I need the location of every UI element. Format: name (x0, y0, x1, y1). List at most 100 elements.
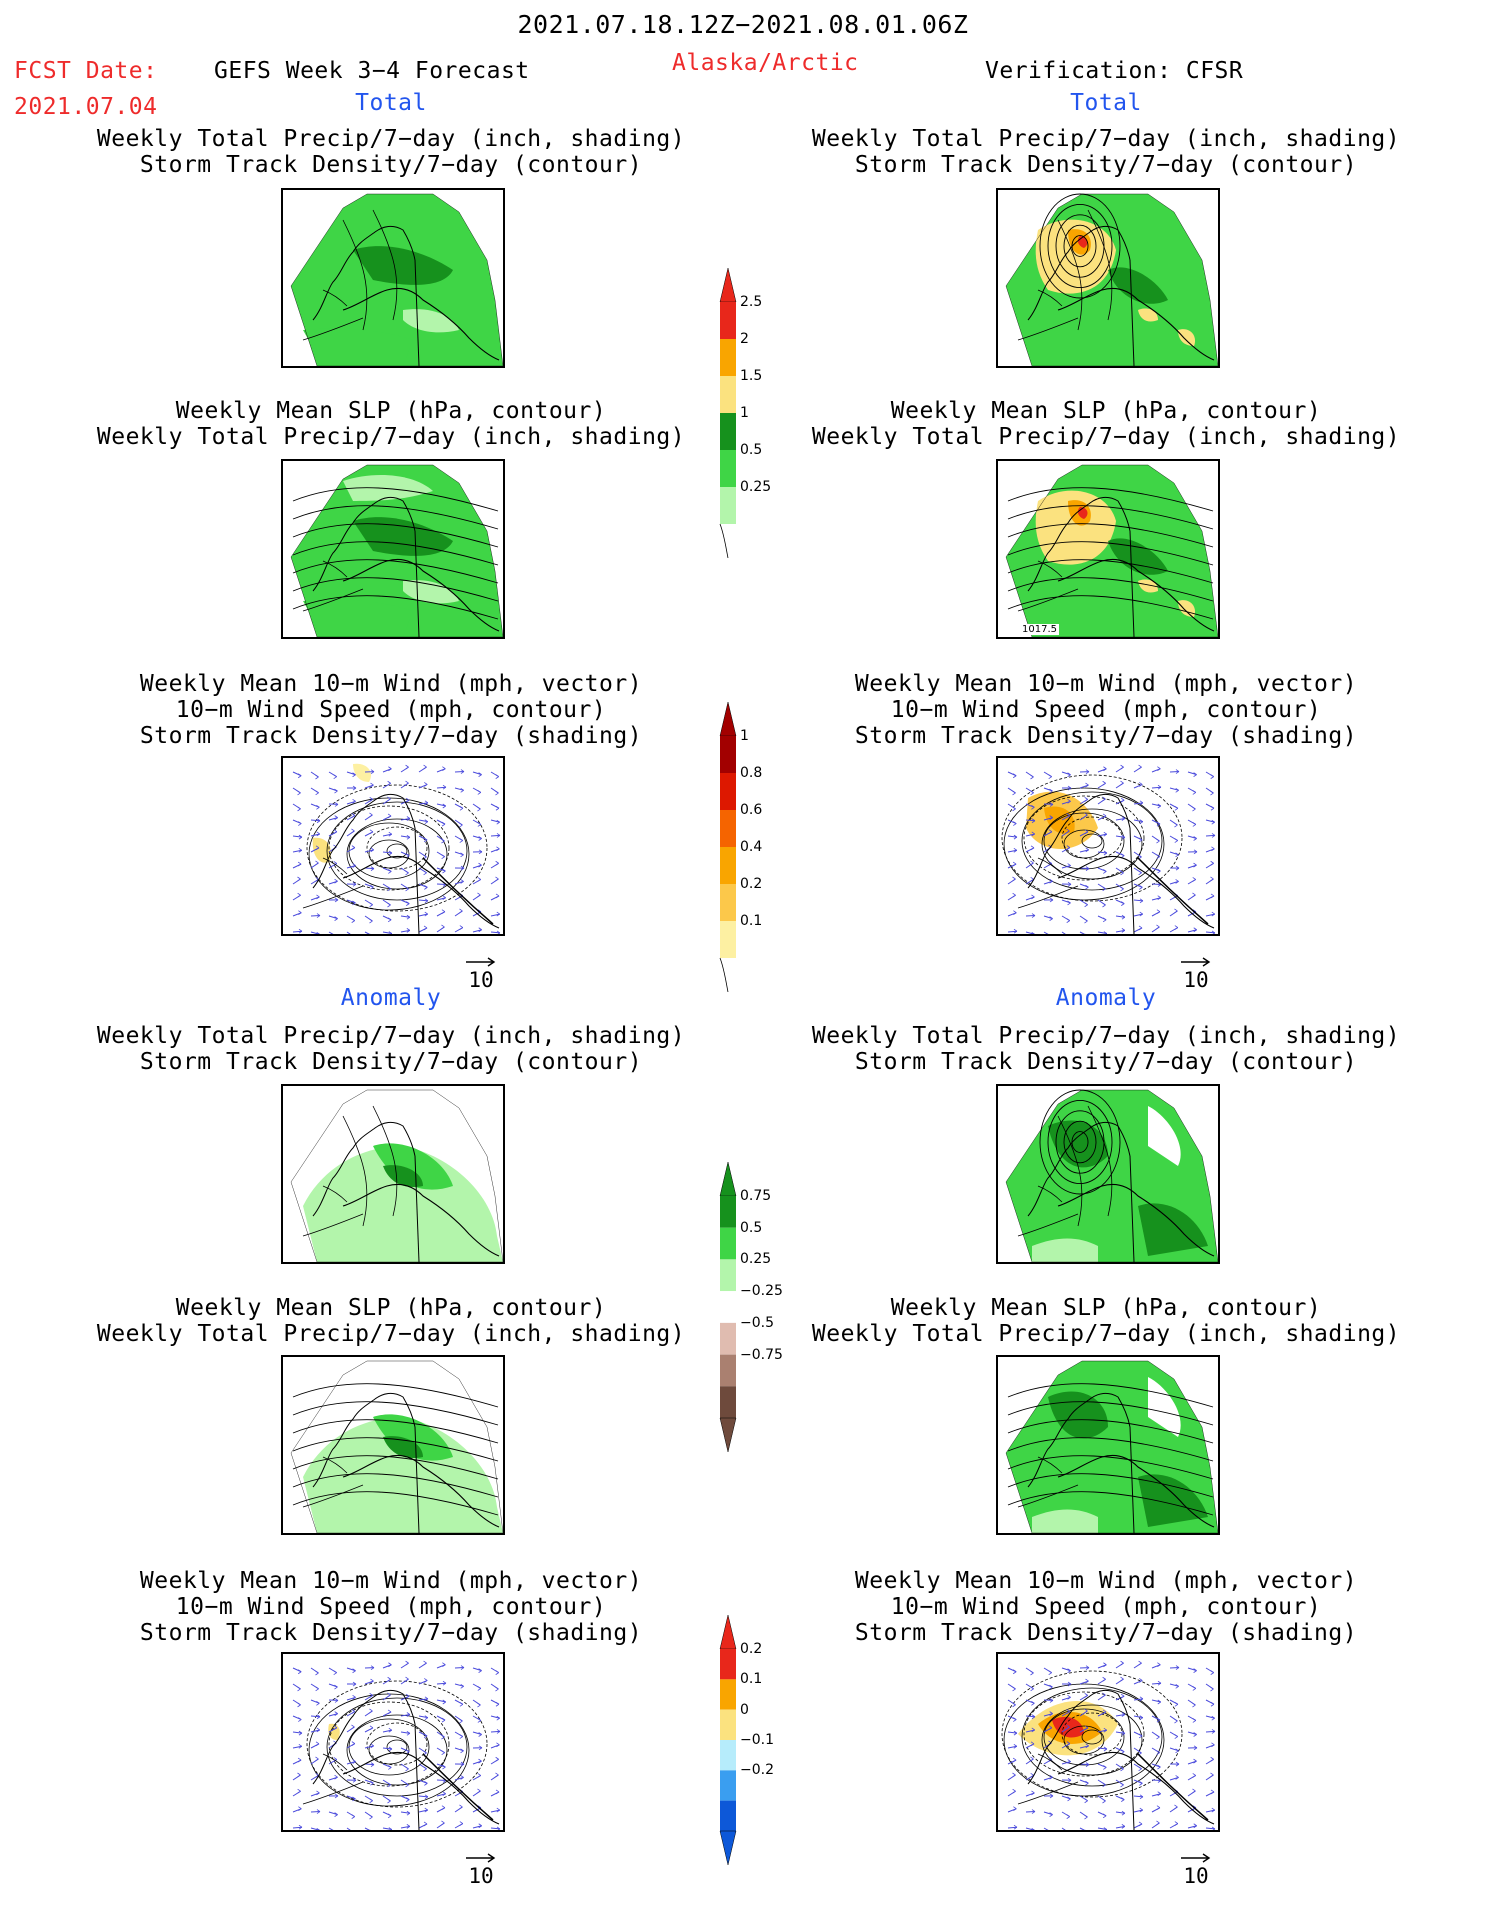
panel-title-r4-left-line2: Storm Track Density/7−day (contour) (139, 1049, 643, 1075)
valid-period: 2021.07.18.12Z−2021.08.01.06Z (517, 10, 969, 39)
panel-title-r3-left-line1: Weekly Mean 10−m Wind (mph, vector) (139, 671, 643, 697)
verification-title: Verification: CFSR (985, 58, 1244, 84)
map-graphic (290, 1089, 503, 1262)
fcst-date: 2021.07.04 (14, 94, 158, 120)
region-title: Alaska/Arctic (672, 50, 859, 76)
panel-title-r2-left-line1: Weekly Mean SLP (hPa, contour) (175, 398, 607, 424)
panel-title-r5-right-line2: Weekly Total Precip/7−day (inch, shading… (811, 1321, 1401, 1347)
cb-precip-total-label-5: 0.25 (740, 479, 772, 495)
slp-contour-label: 1017.5 (1020, 624, 1059, 635)
panel-title-r5-left-line2: Weekly Total Precip/7−day (inch, shading… (96, 1321, 686, 1347)
panel-title-r5-left-line1: Weekly Mean SLP (hPa, contour) (175, 1295, 607, 1321)
fcst-date-label: FCST Date: (14, 58, 158, 84)
panel-title-r1-left-line1: Weekly Total Precip/7−day (inch, shading… (96, 126, 686, 152)
cb-track-anom-label-0: 0.2 (740, 1641, 763, 1657)
cb-track-anom-label-3: −0.1 (740, 1732, 774, 1748)
colorbar-graphic (719, 1615, 737, 1865)
colorbar-graphic (719, 702, 737, 992)
reference-arrow-icon (1181, 1853, 1211, 1863)
cb-track-total-label-5: 0.1 (740, 913, 763, 929)
cb-precip-total-label-3: 1 (740, 405, 749, 421)
colorbar-graphic (719, 1162, 737, 1452)
vector-reference-r6-right: 10 (1176, 1851, 1216, 1895)
cb-precip-total-label-1: 2 (740, 331, 749, 347)
map-panel-r1-left (281, 188, 505, 368)
map-panel-r6-left (281, 1652, 505, 1832)
cb-precip-total-label-0: 2.5 (740, 294, 763, 310)
product-title: GEFS Week 3−4 Forecast (214, 58, 530, 84)
panel-title-r5-right-line1: Weekly Mean SLP (hPa, contour) (890, 1295, 1322, 1321)
map-panel-r2-right: 1017.5 (996, 459, 1220, 639)
panel-title-r2-right-line1: Weekly Mean SLP (hPa, contour) (890, 398, 1322, 424)
cb-precip-anom-label-2: 0.25 (740, 1251, 772, 1268)
panel-title-r6-left-line1: Weekly Mean 10−m Wind (mph, vector) (139, 1568, 643, 1594)
map-graphic (290, 193, 503, 366)
map-panel-r4-left (281, 1084, 505, 1264)
colorbar-graphic (719, 268, 737, 558)
cb-precip-anom-label-1: 0.5 (740, 1219, 763, 1236)
panel-title-r4-right-line1: Weekly Total Precip/7−day (inch, shading… (811, 1023, 1401, 1049)
colorbar-precip-anom: 0.75 0.5 0.25 −0.25 −0.5 −0.75 (718, 1162, 808, 1452)
vector-reference-label: 10 (1183, 968, 1209, 992)
panel-title-r1-left-line2: Storm Track Density/7−day (contour) (139, 152, 643, 178)
section-anomaly-right: Anomaly (1055, 985, 1157, 1011)
panel-title-r4-right-line2: Storm Track Density/7−day (contour) (854, 1049, 1358, 1075)
panel-title-r3-left-line3: Storm Track Density/7−day (shading) (139, 723, 643, 749)
map-graphic (1005, 193, 1218, 366)
reference-arrow-icon (466, 957, 496, 967)
map-graphic (290, 1360, 503, 1533)
section-total-right: Total (1070, 90, 1142, 116)
map-graphic (1005, 464, 1218, 637)
vector-reference-r6-left: 10 (461, 1851, 501, 1895)
colorbar-track-anom: 0.2 0.1 0 −0.1 −0.2 (718, 1615, 808, 1865)
map-panel-r5-right (996, 1355, 1220, 1535)
map-panel-r4-right (996, 1084, 1220, 1264)
map-graphic (1005, 1089, 1218, 1262)
map-panel-r2-left (281, 459, 505, 639)
panel-title-r6-right-line2: 10−m Wind Speed (mph, contour) (890, 1594, 1322, 1620)
panel-title-r1-right-line2: Storm Track Density/7−day (contour) (854, 152, 1358, 178)
cb-track-total-label-2: 0.6 (740, 802, 763, 818)
map-panel-r3-left (281, 756, 505, 936)
vector-reference-r3-right: 10 (1176, 955, 1216, 999)
map-graphic (1001, 1660, 1216, 1830)
panel-title-r6-right-line1: Weekly Mean 10−m Wind (mph, vector) (854, 1568, 1358, 1594)
map-panel-r3-right (996, 756, 1220, 936)
panel-title-r6-right-line3: Storm Track Density/7−day (shading) (854, 1620, 1358, 1646)
colorbar-track-total: 1 0.8 0.6 0.4 0.2 0.1 (718, 702, 808, 992)
cb-precip-anom-label-0: 0.75 (740, 1188, 772, 1204)
map-panel-r1-right (996, 188, 1220, 368)
panel-title-r3-left-line2: 10−m Wind Speed (mph, contour) (175, 697, 607, 723)
cb-track-total-label-4: 0.2 (740, 876, 763, 892)
panel-title-r2-right-line2: Weekly Total Precip/7−day (inch, shading… (811, 424, 1401, 450)
cb-precip-anom-label-3: −0.25 (740, 1283, 783, 1300)
cb-precip-anom-label-5: −0.75 (740, 1346, 783, 1363)
section-total-left: Total (355, 90, 427, 116)
cb-track-total-label-0: 1 (740, 728, 749, 744)
panel-title-r3-right-line2: 10−m Wind Speed (mph, contour) (890, 697, 1322, 723)
panel-title-r1-right-line1: Weekly Total Precip/7−day (inch, shading… (811, 126, 1401, 152)
cb-track-anom-label-4: −0.2 (740, 1762, 774, 1779)
map-panel-r5-left (281, 1355, 505, 1535)
panel-title-r3-right-line3: Storm Track Density/7−day (shading) (854, 723, 1358, 749)
cb-track-total-label-1: 0.8 (740, 765, 763, 781)
map-graphic (290, 464, 503, 637)
vector-reference-label: 10 (468, 1864, 494, 1888)
section-anomaly-left: Anomaly (340, 985, 442, 1011)
vector-reference-label: 10 (468, 968, 494, 992)
panel-title-r6-left-line2: 10−m Wind Speed (mph, contour) (175, 1594, 607, 1620)
map-panel-r6-right (996, 1652, 1220, 1832)
colorbar-precip-total: 2.5 2 1.5 1 0.5 0.25 (718, 268, 808, 558)
panel-title-r4-left-line1: Weekly Total Precip/7−day (inch, shading… (96, 1023, 686, 1049)
cb-track-total-label-3: 0.4 (740, 839, 763, 855)
cb-precip-anom-label-4: −0.5 (740, 1314, 774, 1331)
reference-arrow-icon (466, 1853, 496, 1863)
cb-precip-total-label-4: 0.5 (740, 442, 763, 458)
cb-track-anom-label-2: 0 (740, 1701, 749, 1718)
cb-track-anom-label-1: 0.1 (740, 1671, 763, 1688)
panel-title-r3-right-line1: Weekly Mean 10−m Wind (mph, vector) (854, 671, 1358, 697)
cb-precip-total-label-2: 1.5 (740, 368, 763, 384)
map-graphic (292, 763, 501, 934)
map-graphic (1005, 1360, 1218, 1533)
map-graphic (1001, 764, 1216, 934)
